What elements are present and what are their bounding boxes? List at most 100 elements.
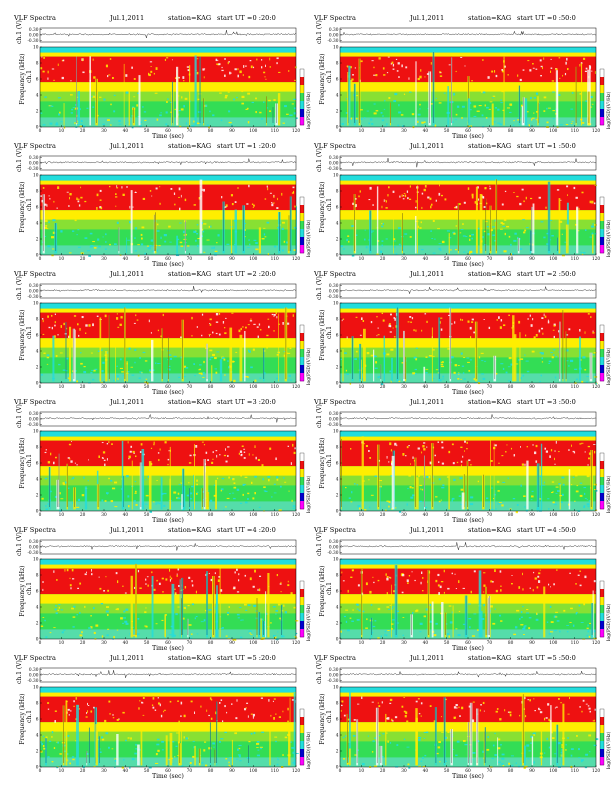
spectrogram-speckle <box>440 317 443 319</box>
spectrogram-speckle <box>541 357 544 360</box>
spectrogram-speckle <box>237 187 239 189</box>
spectrogram-speckle <box>108 74 111 76</box>
spectrogram-speckle <box>171 577 173 580</box>
spectrogram-speckle <box>354 754 358 756</box>
spectrogram-speckle <box>259 111 262 114</box>
spectrogram-speckle <box>552 501 555 504</box>
spectrogram-speckle <box>151 195 153 197</box>
spectrogram-speckle <box>118 123 122 125</box>
spectrogram-speckle <box>175 77 177 80</box>
spectrogram-speckle <box>219 740 221 743</box>
spectrogram-speckle <box>221 357 225 360</box>
spectrogram-speckle <box>71 478 73 480</box>
spectrogram-speckle <box>401 591 404 594</box>
spectrogram-speckle <box>133 78 136 80</box>
spectrogram-speckle <box>455 704 458 707</box>
spectrogram-speckle <box>150 332 152 334</box>
spectrogram-speckle <box>156 502 159 504</box>
panel-start-ut: start UT =0 :20:0 <box>217 14 276 22</box>
timeseries-tick-label: 0.00 <box>329 289 339 294</box>
spectrogram-speckle <box>86 712 87 715</box>
spectrogram-speckle <box>142 351 146 354</box>
spectrogram-speckle <box>501 455 504 457</box>
band-yellow-mid <box>40 722 296 732</box>
spectrogram-speckle <box>224 96 228 99</box>
spectrogram-speckle <box>168 634 172 636</box>
spectrogram-speckle <box>248 630 252 633</box>
time-tick-label: 70 <box>187 641 193 646</box>
spectrogram-speckle <box>105 732 109 735</box>
time-tick-label: 80 <box>508 513 514 518</box>
spectrogram-speckle <box>456 461 459 464</box>
spectrogram-speckle <box>52 219 56 222</box>
spectrogram-speckle <box>140 443 143 446</box>
spectrogram-speckle <box>252 585 255 588</box>
spectrogram-speckle <box>582 252 586 254</box>
spectrogram-speckle <box>177 606 181 608</box>
spectrogram-streak <box>137 744 140 766</box>
spectrogram-speckle <box>179 125 182 127</box>
spectrogram-speckle <box>116 313 118 315</box>
spectrogram-speckle <box>136 633 140 636</box>
spectrogram-streak <box>416 477 419 510</box>
spectrogram-speckle <box>168 354 172 356</box>
spectrogram-speckle <box>393 100 397 103</box>
spectrogram-speckle <box>570 748 574 751</box>
spectrogram-speckle <box>460 318 462 321</box>
colorbar-segment <box>300 69 304 78</box>
spectrogram-speckle <box>406 720 409 723</box>
spectrogram-speckle <box>402 198 405 200</box>
spectrogram-speckle <box>566 334 569 336</box>
spectrogram-speckle <box>202 371 205 374</box>
time-tick-label: 80 <box>208 385 214 390</box>
colorbar-segment <box>300 757 304 766</box>
time-tick-label: 70 <box>487 641 493 646</box>
spectrogram-streak <box>448 468 450 510</box>
spectrogram-speckle <box>502 223 505 225</box>
timeseries-tick-label: 0.30 <box>329 668 339 673</box>
spectrogram-speckle <box>551 492 554 494</box>
spectrogram-speckle <box>203 76 205 79</box>
spectrogram-speckle <box>340 245 343 248</box>
spectrogram-speckle <box>497 738 501 741</box>
spectrogram-speckle <box>134 192 137 193</box>
spectrogram-speckle <box>403 738 406 741</box>
colorbar-segment <box>300 229 304 238</box>
spectrogram-speckle <box>112 77 114 79</box>
spectrogram-speckle <box>567 713 570 715</box>
band-yellow-top <box>340 308 596 313</box>
spectrogram-speckle <box>116 629 119 631</box>
spectrogram-speckle <box>507 477 509 479</box>
spectrogram-speckle <box>415 206 417 209</box>
spectrogram-streak <box>526 460 529 510</box>
spectrogram-speckle <box>425 608 429 611</box>
spectrogram-speckle <box>263 227 266 229</box>
colorbar-segment <box>600 741 604 750</box>
spectrogram-speckle <box>105 241 107 243</box>
spectrogram-speckle <box>218 576 221 578</box>
colorbar-segment <box>600 197 604 206</box>
band-red-main <box>40 312 296 339</box>
spectrogram-speckle <box>82 71 85 74</box>
spectrogram-speckle <box>151 704 154 706</box>
spectrogram-streak <box>234 209 237 254</box>
spectrogram-speckle <box>579 93 582 95</box>
spectrogram-speckle <box>247 715 249 718</box>
panel-start-ut: start UT =4 :20:0 <box>217 526 276 534</box>
spectrogram-speckle <box>88 254 91 257</box>
spectrogram-speckle <box>71 108 74 111</box>
spectrogram-speckle <box>550 58 552 60</box>
spectrogram-speckle <box>141 372 143 374</box>
spectrogram-speckle <box>438 500 441 503</box>
spectrogram-speckle <box>553 349 556 351</box>
spectrogram-speckle <box>180 715 182 717</box>
spectrogram-speckle <box>124 620 128 623</box>
spectrogram-speckle <box>113 110 116 113</box>
spectrogram-speckle <box>90 626 93 629</box>
spectrogram-speckle <box>354 67 356 69</box>
spectrogram-speckle <box>191 580 193 583</box>
spectrogram-speckle <box>485 117 488 119</box>
spectrogram-speckle <box>435 622 438 625</box>
spectrogram-speckle <box>497 480 500 484</box>
spectrogram-speckle <box>566 185 569 188</box>
